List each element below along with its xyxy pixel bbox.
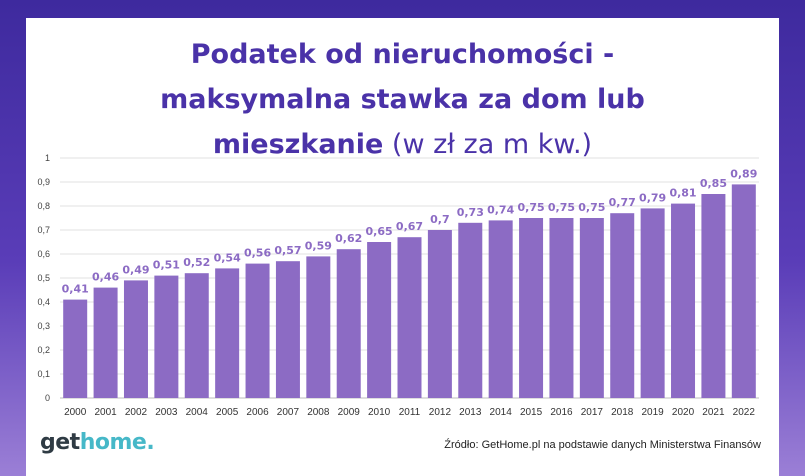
bar [93,287,118,398]
data-label: 0,79 [639,191,666,204]
logo-part-home: home [79,430,147,455]
bar [184,273,209,398]
bar [367,242,392,398]
x-tick-label: 2020 [672,407,695,418]
data-label: 0,56 [244,247,271,260]
data-label: 0,85 [700,177,727,190]
bar [579,218,604,398]
y-tick-label: 0,5 [37,273,50,283]
bar [336,249,361,398]
title-line-2: maksymalna stawka za dom lub [160,84,645,115]
data-label: 0,67 [396,220,423,233]
x-tick-label: 2002 [125,407,148,418]
logo-part-dot: . [146,430,155,455]
x-tick-label: 2022 [733,407,756,418]
y-tick-label: 0 [45,393,50,403]
bar [397,237,422,398]
bar [154,275,179,398]
x-tick-label: 2004 [186,407,209,418]
x-tick-label: 2010 [368,407,391,418]
x-tick-label: 2021 [702,407,725,418]
bar [519,218,544,398]
bar [458,222,483,398]
chart-card: Podatek od nieruchomości - maksymalna st… [26,18,779,476]
data-label: 0,75 [548,201,575,214]
y-tick-label: 0,4 [37,297,50,307]
data-label: 0,81 [669,187,696,200]
x-tick-label: 2015 [520,407,543,418]
y-tick-label: 0,3 [37,321,50,331]
data-label: 0,89 [730,167,757,180]
bar [63,299,88,398]
source-note: Źródło: GetHome.pl na podstawie danych M… [444,439,761,451]
data-label: 0,54 [214,251,241,264]
bar [731,184,756,398]
bar [549,218,574,398]
chart-title: Podatek od nieruchomości - maksymalna st… [26,32,779,167]
x-tick-label: 2009 [338,407,361,418]
title-line-3: mieszkanie (w zł za m kw.) [26,122,779,167]
x-tick-label: 2003 [155,407,178,418]
data-label: 0,65 [366,225,393,238]
bar [427,230,452,398]
x-tick-label: 2011 [399,407,421,418]
bar [640,208,665,398]
data-label: 0,75 [578,201,605,214]
bar [610,213,635,398]
bar [488,220,513,398]
x-tick-label: 2013 [459,407,482,418]
x-tick-label: 2018 [611,407,634,418]
data-label: 0,74 [487,203,514,216]
data-label: 0,59 [305,239,332,252]
bar [671,203,696,398]
data-label: 0,73 [457,206,484,219]
data-label: 0,52 [183,256,210,269]
x-tick-label: 2005 [216,407,239,418]
y-tick-label: 0,8 [37,201,50,211]
bar [701,194,726,398]
x-tick-label: 2000 [64,407,87,418]
x-tick-label: 2001 [94,407,117,418]
data-label: 0,46 [92,271,119,284]
bar [275,261,300,398]
bar [215,268,240,398]
x-tick-label: 2014 [490,407,513,418]
data-label: 0,62 [335,232,362,245]
data-label: 0,7 [430,213,450,226]
bar [123,280,148,398]
title-line-1: Podatek od nieruchomości - [190,39,615,70]
bar-chart: 0 0,1 0,2 0,3 0,4 0,5 0,6 0,7 0,8 0,9 1 0,41 2000 0,4… [37,153,759,418]
bar [306,256,331,398]
y-tick-label: 0,2 [37,345,50,355]
x-tick-label: 2007 [277,407,300,418]
bar [245,263,270,398]
x-tick-label: 2016 [550,407,573,418]
data-label: 0,77 [609,196,636,209]
x-tick-label: 2008 [307,407,330,418]
x-tick-label: 2006 [246,407,269,418]
data-label: 0,49 [122,263,149,276]
x-tick-label: 2019 [642,407,665,418]
y-tick-label: 0,6 [37,249,50,259]
title-line-3-bold: mieszkanie [212,129,384,160]
data-label: 0,51 [153,259,180,272]
x-tick-label: 2017 [581,407,604,418]
data-label: 0,75 [517,201,544,214]
y-tick-label: 1 [45,153,50,163]
y-tick-label: 0,1 [37,369,50,379]
y-tick-label: 0,9 [37,177,50,187]
x-tick-label: 2012 [429,407,452,418]
data-label: 0,41 [62,283,89,296]
data-label: 0,57 [274,244,301,257]
title-line-3-unit: (w zł za m kw.) [383,129,593,160]
gethome-logo: gethome. [40,430,155,455]
y-tick-label: 0,7 [37,225,50,235]
logo-part-get: get [40,430,80,455]
